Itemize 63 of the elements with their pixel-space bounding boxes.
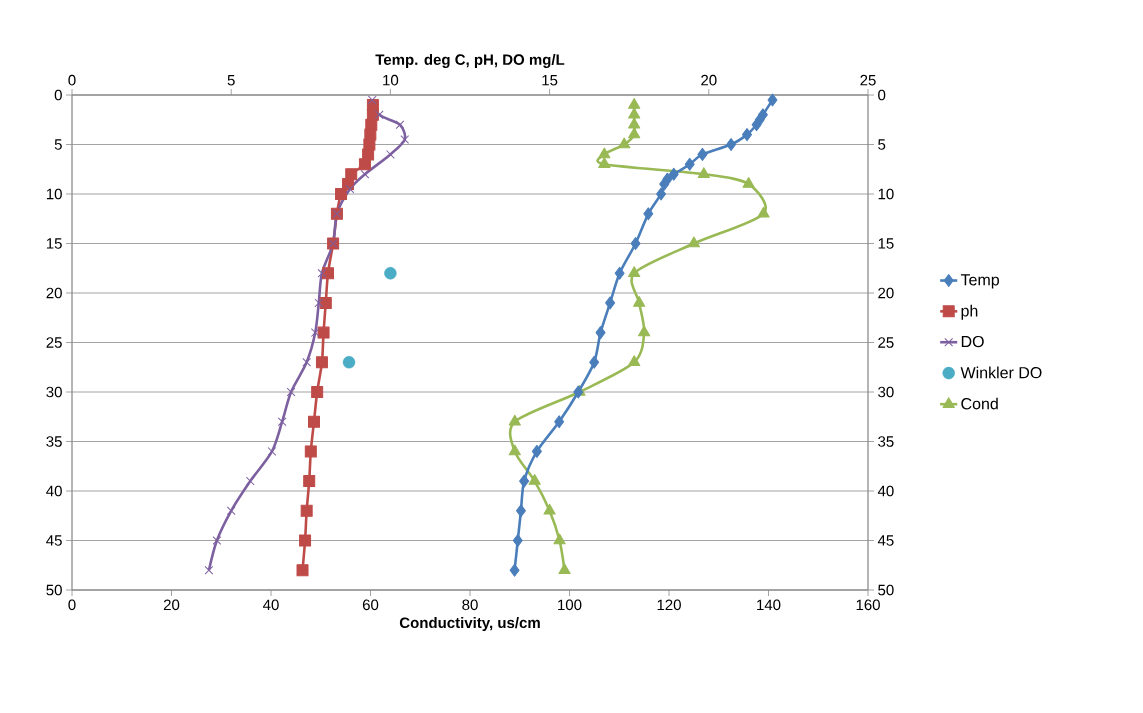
legend-label: ph [961, 304, 978, 320]
y2-tick-label: 50 [878, 584, 894, 596]
x2-tick-label: 10 [383, 74, 399, 86]
y2-tick-label: 35 [878, 436, 894, 447]
legend-label: DO [961, 335, 984, 348]
y2-tick-label: 5 [878, 139, 886, 150]
point [508, 414, 521, 426]
legend-label: Temp [960, 274, 999, 289]
point [628, 355, 641, 367]
y-tick-label: 40 [46, 485, 62, 497]
point [553, 533, 566, 545]
y2-tick-label: 0 [878, 89, 886, 101]
y2-tick-label: 30 [878, 386, 894, 398]
y-tick-label: 45 [46, 535, 62, 546]
y2-tick-label: 40 [877, 485, 894, 497]
y-tick-label: 0 [54, 89, 62, 101]
y-tick-label: 50 [46, 584, 62, 596]
x2-tick-label: 0 [68, 74, 76, 86]
x-tick-label: 140 [757, 599, 781, 611]
y-tick-label: 5 [54, 139, 62, 150]
x-tick-label: 0 [68, 599, 76, 611]
y-tick-label: 30 [46, 386, 62, 398]
x2-tick-label: 15 [542, 75, 558, 86]
y-tick-label: 10 [46, 188, 62, 200]
x-tick-label: 120 [657, 599, 681, 611]
y2-tick-label: 25 [878, 337, 894, 348]
y2-tick-label: 20 [878, 287, 894, 299]
legend-label: Winkler DO [960, 366, 1042, 379]
x2-tick-label: 20 [701, 74, 717, 86]
point [633, 295, 646, 307]
x2-tick-label: 25 [860, 74, 876, 86]
x-tick-label: 160 [856, 599, 880, 611]
point [628, 266, 641, 277]
y2-tick-label: 10 [878, 188, 894, 200]
x-tick-label: 20 [163, 599, 180, 611]
legend-label: Cond [961, 397, 998, 410]
point [757, 206, 770, 218]
point [508, 444, 521, 456]
point [598, 157, 611, 169]
x-tick-label: 60 [362, 599, 379, 611]
point [697, 167, 710, 178]
x2-tick-label: 5 [227, 75, 235, 86]
point [618, 137, 631, 149]
x2-axis-title: Temp. deg C, pH, DO mg/L [375, 53, 565, 68]
x-tick-label: 80 [462, 599, 478, 611]
x-tick-label: 40 [263, 599, 279, 611]
point [528, 474, 541, 485]
y-tick-label: 20 [46, 287, 62, 299]
point [543, 503, 556, 515]
point [638, 325, 651, 337]
point [742, 177, 755, 188]
y-tick-label: 15 [46, 238, 62, 249]
point [598, 147, 611, 159]
point [628, 127, 641, 139]
x-axis-title: Conductivity, us/cm [399, 617, 540, 631]
point [628, 97, 641, 109]
x-tick-label: 100 [558, 599, 582, 611]
point [687, 236, 701, 248]
y-tick-label: 35 [46, 436, 62, 447]
point [558, 563, 571, 574]
y2-tick-label: 15 [878, 238, 894, 249]
y-tick-label: 25 [46, 337, 62, 348]
y2-tick-label: 45 [877, 535, 894, 546]
